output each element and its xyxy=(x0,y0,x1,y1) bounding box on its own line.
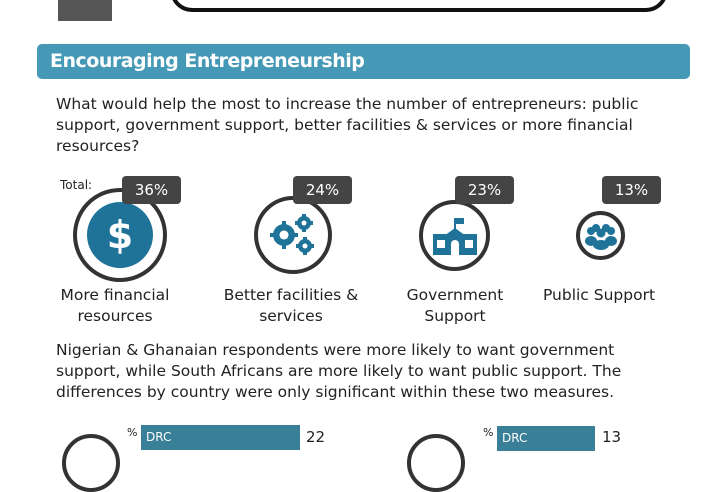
option-label: Public Support xyxy=(542,286,656,304)
unit-label: % xyxy=(127,426,138,439)
total-label: Total: xyxy=(60,178,93,192)
section-header: Encouraging Entrepreneurship xyxy=(37,44,690,79)
country-chart-icon-ring xyxy=(407,434,465,492)
option-facilities-ring xyxy=(254,196,332,274)
option-financial-ring: $ xyxy=(73,188,167,282)
school-building-icon xyxy=(432,217,477,255)
country-bar: DRC xyxy=(141,425,300,450)
svg-text:$: $ xyxy=(107,213,133,257)
bar-value: 13 xyxy=(602,428,622,446)
percent-badge: 36% xyxy=(122,176,181,204)
decorative-block xyxy=(58,0,112,21)
country-bar: DRC xyxy=(497,426,595,451)
percent-badge: 24% xyxy=(293,176,352,204)
option-label: Government Support xyxy=(406,286,504,325)
question-text: What would help the most to increase the… xyxy=(56,95,639,155)
bar-value: 22 xyxy=(306,428,326,446)
percent-badge: 13% xyxy=(602,176,661,204)
gears-icon xyxy=(270,214,314,255)
callout-box xyxy=(170,0,668,12)
option-public-ring xyxy=(576,211,625,260)
option-label: Better facilities & services xyxy=(223,286,359,325)
country-chart-icon-ring xyxy=(62,434,120,492)
option-label: More financial resources xyxy=(60,286,170,325)
percent-badge: 23% xyxy=(455,176,514,204)
dollar-icon: $ xyxy=(87,202,153,268)
unit-label: % xyxy=(483,426,494,439)
option-government-ring xyxy=(419,200,490,271)
people-group-icon xyxy=(584,223,617,250)
finding-text: Nigerian & Ghanaian respondents were mor… xyxy=(56,341,622,401)
